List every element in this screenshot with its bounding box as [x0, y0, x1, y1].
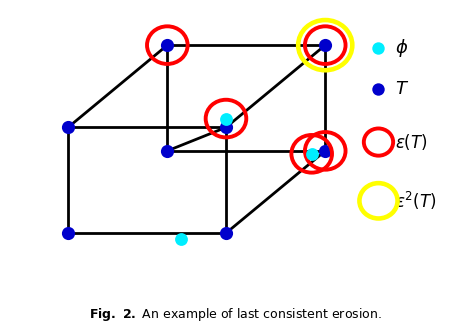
Point: [64, 125, 72, 130]
Point: [321, 148, 329, 153]
Text: $\varepsilon^2(T)$: $\varepsilon^2(T)$: [395, 190, 437, 212]
Point: [64, 230, 72, 236]
Point: [222, 116, 230, 121]
Point: [321, 43, 329, 48]
Point: [164, 43, 171, 48]
Point: [222, 125, 230, 130]
Point: [222, 230, 230, 236]
Text: $\phi$: $\phi$: [395, 37, 408, 59]
Point: [308, 151, 315, 156]
Text: $\mathbf{Fig.\ 2.}$ An example of last consistent erosion.: $\mathbf{Fig.\ 2.}$ An example of last c…: [88, 306, 382, 323]
Text: $T$: $T$: [395, 80, 409, 98]
Point: [375, 46, 382, 51]
Point: [177, 236, 185, 242]
Point: [375, 86, 382, 92]
Text: $\varepsilon(T)$: $\varepsilon(T)$: [395, 132, 428, 152]
Point: [164, 148, 171, 153]
